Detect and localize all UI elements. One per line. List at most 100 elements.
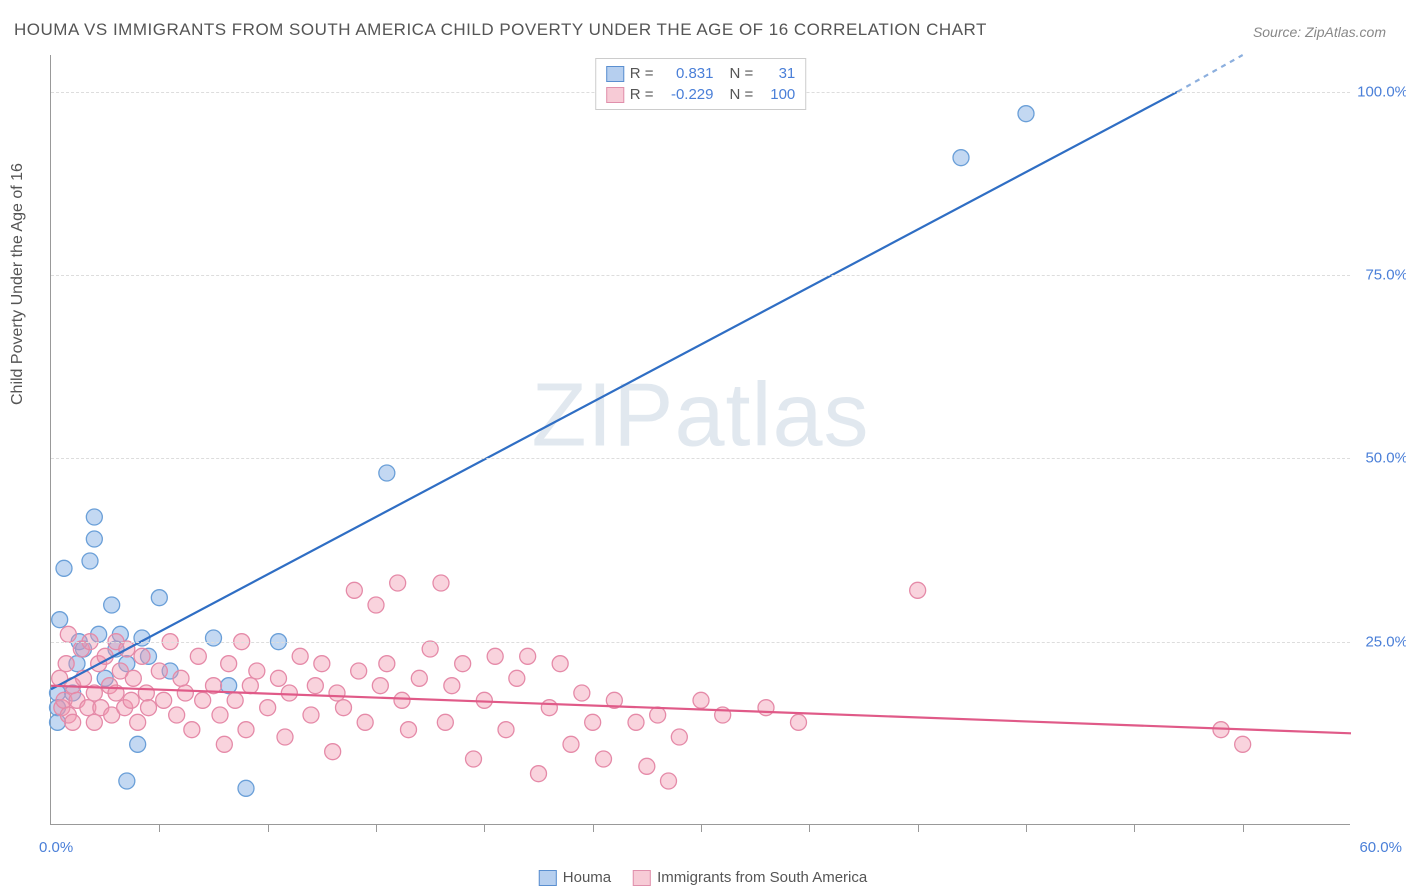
data-point bbox=[346, 582, 362, 598]
data-point bbox=[303, 707, 319, 723]
x-tick bbox=[701, 824, 702, 832]
x-tick bbox=[593, 824, 594, 832]
data-point bbox=[596, 751, 612, 767]
y-tick-label: 100.0% bbox=[1357, 83, 1406, 100]
data-point bbox=[173, 670, 189, 686]
data-point bbox=[379, 465, 395, 481]
data-point bbox=[169, 707, 185, 723]
data-point bbox=[379, 656, 395, 672]
legend-item-houma: Houma bbox=[539, 869, 611, 886]
data-point bbox=[336, 700, 352, 716]
legend-label-houma: Houma bbox=[563, 869, 611, 886]
data-point bbox=[307, 678, 323, 694]
stats-row-houma: R = 0.831 N = 31 bbox=[606, 63, 796, 84]
data-point bbox=[639, 758, 655, 774]
data-point bbox=[206, 630, 222, 646]
data-point bbox=[281, 685, 297, 701]
data-point bbox=[138, 685, 154, 701]
x-tick bbox=[1243, 824, 1244, 832]
data-point bbox=[411, 670, 427, 686]
data-point bbox=[125, 670, 141, 686]
data-point bbox=[86, 509, 102, 525]
plot-area: ZIPatlas 25.0%50.0%75.0%100.0% 0.0% 60.0… bbox=[50, 55, 1350, 825]
stat-r-immigrants: -0.229 bbox=[662, 86, 714, 103]
data-point bbox=[433, 575, 449, 591]
data-point bbox=[249, 663, 265, 679]
data-point bbox=[372, 678, 388, 694]
x-axis-end-label: 60.0% bbox=[1359, 839, 1402, 856]
data-point bbox=[661, 773, 677, 789]
chart-title: HOUMA VS IMMIGRANTS FROM SOUTH AMERICA C… bbox=[14, 20, 987, 40]
swatch-blue-icon bbox=[606, 66, 624, 82]
data-point bbox=[444, 678, 460, 694]
grid-line bbox=[51, 275, 1350, 276]
data-point bbox=[368, 597, 384, 613]
data-point bbox=[498, 722, 514, 738]
data-point bbox=[693, 692, 709, 708]
stats-box: R = 0.831 N = 31 R = -0.229 N = 100 bbox=[595, 58, 807, 110]
legend-label-immigrants: Immigrants from South America bbox=[657, 869, 867, 886]
data-point bbox=[130, 714, 146, 730]
stat-n-houma: 31 bbox=[761, 65, 795, 82]
data-point bbox=[195, 692, 211, 708]
data-point bbox=[156, 692, 172, 708]
data-point bbox=[401, 722, 417, 738]
data-point bbox=[437, 714, 453, 730]
x-tick bbox=[1134, 824, 1135, 832]
chart-svg bbox=[51, 55, 1350, 824]
legend-bottom: Houma Immigrants from South America bbox=[539, 869, 867, 886]
y-tick-label: 50.0% bbox=[1365, 450, 1406, 467]
x-tick bbox=[159, 824, 160, 832]
y-tick-label: 25.0% bbox=[1365, 633, 1406, 650]
data-point bbox=[292, 648, 308, 664]
data-point bbox=[1235, 736, 1251, 752]
data-point bbox=[487, 648, 503, 664]
data-point bbox=[271, 670, 287, 686]
x-tick bbox=[268, 824, 269, 832]
data-point bbox=[238, 780, 254, 796]
data-point bbox=[466, 751, 482, 767]
data-point bbox=[357, 714, 373, 730]
grid-line bbox=[51, 642, 1350, 643]
stat-r-label-2: R = bbox=[630, 86, 654, 103]
x-tick bbox=[1026, 824, 1027, 832]
data-point bbox=[123, 692, 139, 708]
data-point bbox=[119, 773, 135, 789]
data-point bbox=[86, 531, 102, 547]
trend-line-extrap bbox=[1178, 55, 1243, 92]
data-point bbox=[1018, 106, 1034, 122]
stat-r-label: R = bbox=[630, 65, 654, 82]
data-point bbox=[104, 597, 120, 613]
data-point bbox=[563, 736, 579, 752]
x-tick bbox=[809, 824, 810, 832]
data-point bbox=[134, 648, 150, 664]
data-point bbox=[574, 685, 590, 701]
x-tick bbox=[484, 824, 485, 832]
data-point bbox=[329, 685, 345, 701]
swatch-blue-icon bbox=[539, 870, 557, 886]
data-point bbox=[177, 685, 193, 701]
data-point bbox=[390, 575, 406, 591]
data-point bbox=[910, 582, 926, 598]
data-point bbox=[184, 722, 200, 738]
data-point bbox=[531, 766, 547, 782]
data-point bbox=[585, 714, 601, 730]
swatch-pink-icon bbox=[606, 87, 624, 103]
data-point bbox=[351, 663, 367, 679]
data-point bbox=[52, 612, 68, 628]
data-point bbox=[212, 707, 228, 723]
trend-line bbox=[51, 92, 1178, 690]
stat-n-label-2: N = bbox=[730, 86, 754, 103]
data-point bbox=[65, 714, 81, 730]
data-point bbox=[260, 700, 276, 716]
x-tick bbox=[918, 824, 919, 832]
data-point bbox=[86, 714, 102, 730]
stat-n-immigrants: 100 bbox=[761, 86, 795, 103]
stat-n-label: N = bbox=[730, 65, 754, 82]
data-point bbox=[650, 707, 666, 723]
data-point bbox=[758, 700, 774, 716]
data-point bbox=[216, 736, 232, 752]
data-point bbox=[82, 553, 98, 569]
data-point bbox=[238, 722, 254, 738]
data-point bbox=[520, 648, 536, 664]
